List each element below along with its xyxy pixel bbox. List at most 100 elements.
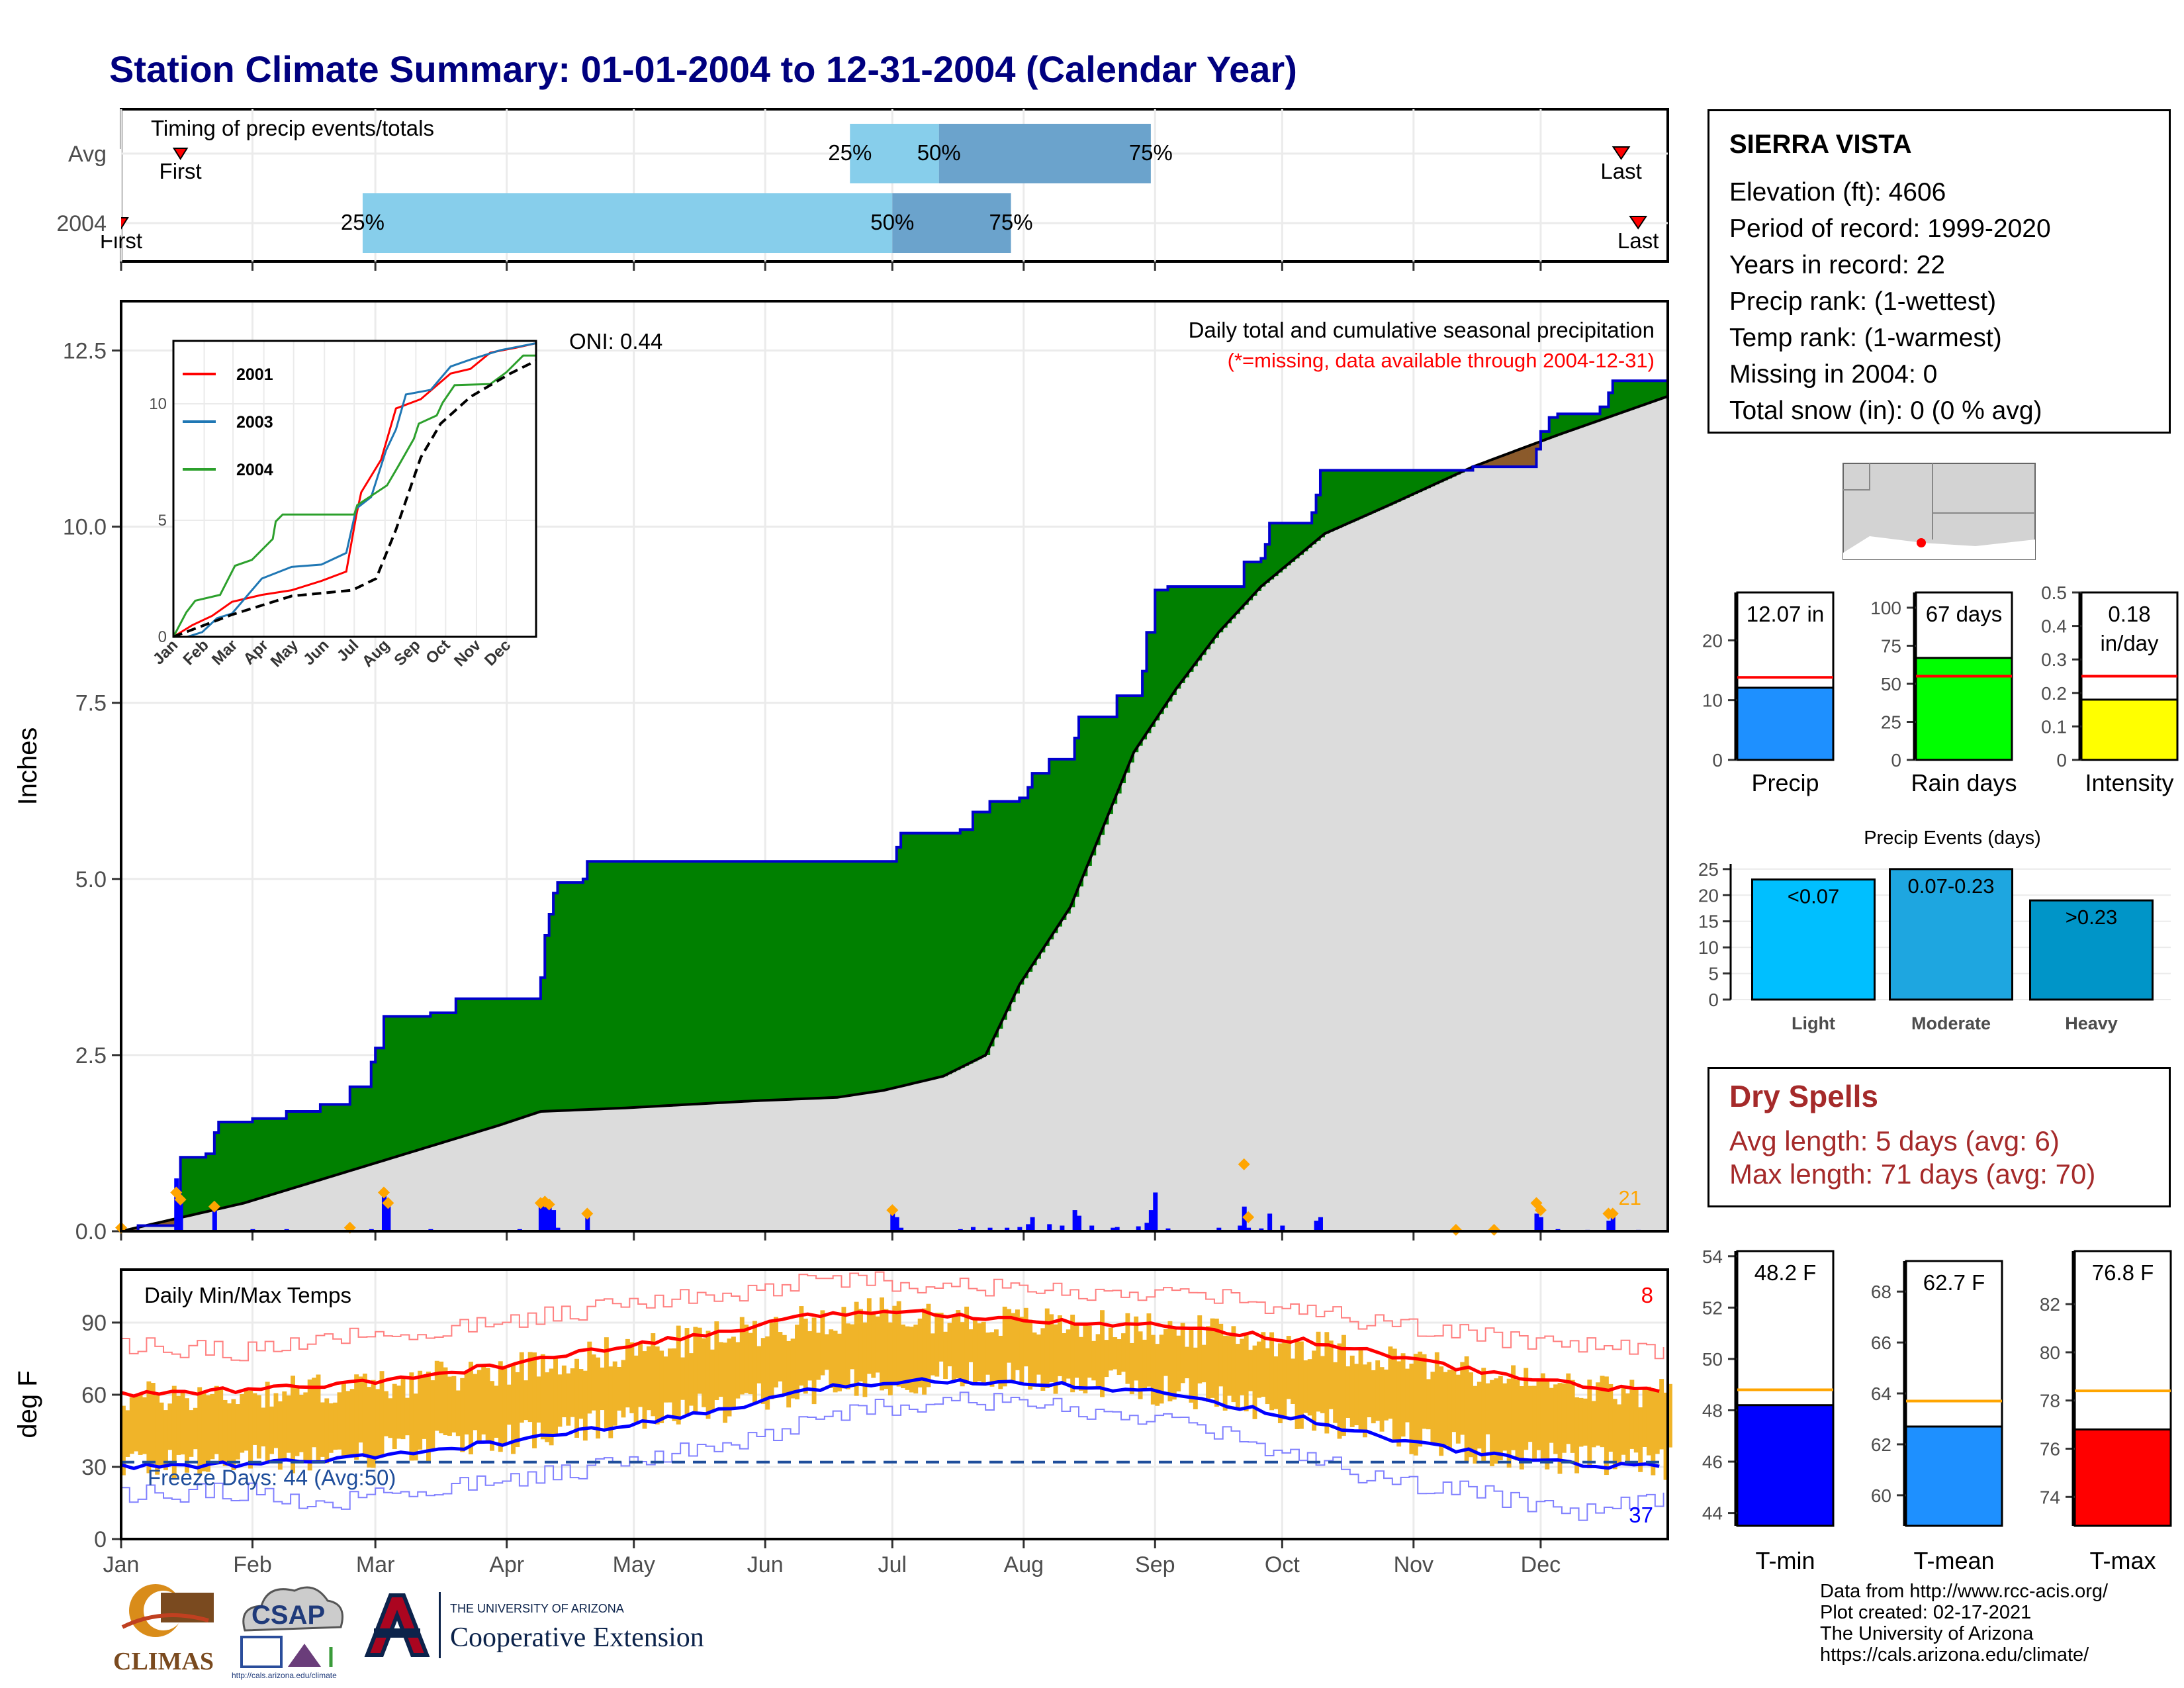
above-average-band <box>629 861 635 1108</box>
above-average-band <box>854 861 859 1095</box>
above-average-band <box>316 1111 321 1182</box>
above-average-band <box>1155 590 1160 721</box>
record-low-count: 37 <box>1629 1503 1653 1527</box>
daily-temp-range-bar <box>1460 1362 1465 1435</box>
above-average-band <box>731 861 736 1102</box>
daily-temp-range-bar <box>1596 1382 1601 1446</box>
above-average-band <box>702 861 707 1104</box>
above-average-band <box>1337 470 1342 528</box>
above-average-band <box>578 882 584 1110</box>
daily-temp-range-bar <box>498 1361 503 1452</box>
above-average-band <box>875 861 880 1092</box>
above-average-band <box>1400 470 1406 500</box>
daily-temp-range-bar <box>739 1317 745 1395</box>
above-average-band <box>214 1132 219 1210</box>
above-average-band <box>418 1016 423 1150</box>
daily-temp-range-bar <box>1502 1383 1508 1451</box>
daily-temp-range-bar <box>824 1334 829 1370</box>
daily-temp-range-bar <box>227 1403 232 1464</box>
daily-temp-range-bar <box>993 1329 999 1382</box>
above-average-band <box>1298 523 1304 555</box>
record-count-label: 21 <box>1619 1186 1641 1209</box>
above-average-band <box>295 1111 300 1188</box>
above-average-band <box>1210 586 1215 644</box>
daily-precip-bar <box>1216 1227 1222 1231</box>
daily-temp-range-bar <box>193 1407 198 1450</box>
below-average-band <box>1494 459 1499 467</box>
above-average-band <box>1617 381 1622 414</box>
above-average-band <box>858 861 864 1094</box>
daily-temp-range-bar <box>998 1335 1003 1389</box>
above-average-band <box>383 1016 388 1161</box>
daily-temp-range-bar <box>1396 1361 1402 1447</box>
daily-temp-range-bar <box>286 1395 291 1453</box>
above-average-band <box>1163 590 1169 708</box>
daily-temp-range-bar <box>316 1374 321 1461</box>
precip-total-panel: 0 10 20 12.07 in Precip <box>1702 591 1835 796</box>
above-average-band <box>409 1016 414 1153</box>
above-average-band <box>1282 523 1287 569</box>
daily-temp-range-bar <box>638 1342 643 1407</box>
daily-temp-range-bar <box>1375 1360 1381 1421</box>
above-average-band <box>587 861 592 1110</box>
above-average-band <box>756 861 762 1101</box>
inset-y-tick-label: 5 <box>158 512 167 530</box>
above-average-band <box>1363 470 1368 517</box>
daily-temp-range-bar <box>121 1405 126 1476</box>
above-average-band <box>1608 393 1614 418</box>
above-average-band <box>934 833 940 1078</box>
daily-temp-range-bar <box>972 1318 978 1385</box>
above-average-band <box>477 998 482 1133</box>
daily-temp-range-bar <box>693 1327 698 1414</box>
daily-temp-range-bar <box>180 1392 185 1455</box>
timing-row-label-avg: Avg <box>68 142 107 167</box>
daily-temp-range-bar <box>837 1333 842 1391</box>
above-average-band <box>1354 470 1359 521</box>
station-temp-rank: Temp rank: (1-warmest) <box>1729 324 2002 352</box>
daily-temp-range-bar <box>1473 1385 1478 1464</box>
precip-total-y-tick-label: 10 <box>1702 690 1723 711</box>
daily-temp-range-bar <box>591 1354 596 1411</box>
precip-y-tick-label: 2.5 <box>75 1043 107 1068</box>
above-average-band <box>981 812 986 1058</box>
last-event-label: Last <box>1617 228 1659 253</box>
daily-temp-range-bar <box>210 1393 215 1460</box>
above-average-band <box>1244 561 1249 605</box>
above-average-band <box>790 861 796 1100</box>
locator-map <box>1843 463 2036 560</box>
above-average-band <box>1349 470 1355 523</box>
above-average-band <box>1261 558 1266 587</box>
daily-temp-range-bar <box>1074 1323 1079 1378</box>
t-max-panel: 74 76 78 80 82 76.8 F T-max <box>2040 1250 2172 1574</box>
daily-temp-range-bar <box>1464 1356 1469 1462</box>
daily-temp-range-bar <box>917 1318 923 1387</box>
daily-temp-range-bar <box>1549 1387 1554 1443</box>
timing-q25-label: 25% <box>341 210 385 234</box>
daily-temp-range-bar <box>1646 1386 1651 1456</box>
daily-temp-range-bar <box>1490 1380 1494 1466</box>
temps-title: Daily Min/Max Temps <box>144 1283 351 1307</box>
above-average-band <box>367 1086 372 1166</box>
above-average-band <box>1189 586 1194 672</box>
t-min-y-tick-label: 46 <box>1702 1452 1723 1472</box>
daily-temp-range-bar <box>1108 1327 1113 1371</box>
daily-temp-range-bar <box>298 1395 304 1452</box>
above-average-band <box>1108 716 1113 814</box>
dry-spells-panel: Dry Spells Avg length: 5 days (avg: 6) M… <box>1707 1067 2171 1207</box>
daily-temp-range-bar <box>291 1376 296 1474</box>
daily-temp-range-bar <box>960 1322 965 1387</box>
daily-precip-bar <box>1259 1228 1264 1231</box>
daily-precip-bar <box>538 1203 543 1231</box>
daily-precip-bar <box>1534 1213 1539 1231</box>
daily-temp-range-bar <box>1515 1380 1520 1461</box>
daily-precip-bar <box>1606 1221 1612 1231</box>
daily-precip-bar <box>1538 1217 1543 1231</box>
above-average-band <box>591 861 596 1109</box>
daily-temp-range-bar <box>968 1329 974 1362</box>
daily-temp-range-bar <box>1307 1359 1312 1416</box>
above-average-band <box>1222 586 1228 628</box>
daily-temp-range-bar <box>506 1384 512 1425</box>
daily-temp-range-bar <box>155 1395 160 1475</box>
daily-temp-range-bar <box>1167 1321 1173 1401</box>
daily-temp-range-bar <box>265 1382 270 1462</box>
